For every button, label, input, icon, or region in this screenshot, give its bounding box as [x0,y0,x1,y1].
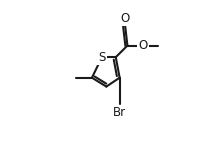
Text: O: O [138,39,148,52]
Text: Br: Br [113,106,126,119]
Text: O: O [120,12,130,25]
Text: S: S [98,51,106,64]
